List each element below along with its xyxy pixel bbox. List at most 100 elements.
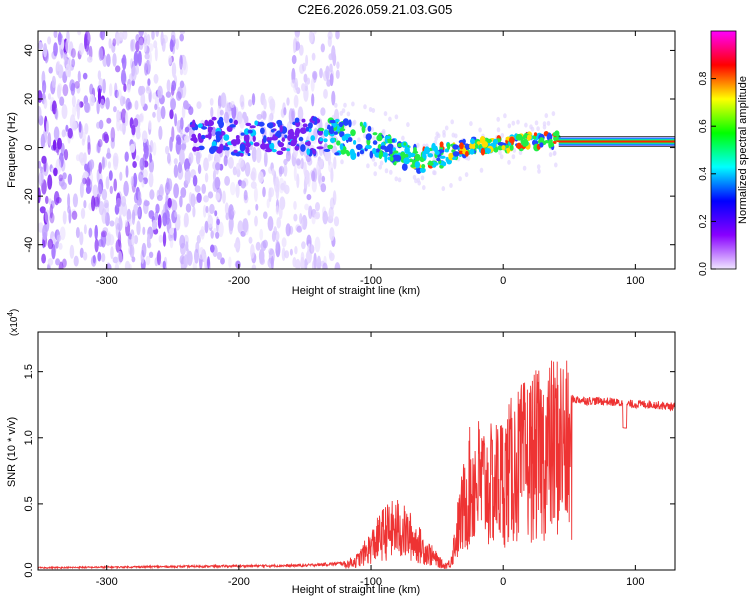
spectrogram-noise-blob [154,45,158,62]
spectrogram-noise-blob [136,220,141,236]
spectrogram-noise-blob [102,54,108,67]
spectrogram-signal-blob [367,125,372,132]
spectrogram-noise-blob [179,31,186,35]
y-tick-label: -20 [23,188,35,204]
spectrogram-noise-blob [48,66,53,74]
spectrogram-noise-blob [258,248,265,264]
spectrogram-noise-blob [129,143,136,153]
spectrogram-noise-blob [329,63,333,73]
spectrogram-noise-blob [62,210,67,225]
spectrogram-noise-blob [322,262,328,269]
spectrogram-noise-blob [188,152,194,164]
spectrogram-noise-blob [147,78,151,87]
spectrogram-noise-blob [328,250,333,259]
spectrogram-noise-blob [185,241,189,252]
spectrogram-noise-blob [118,214,122,228]
spectrogram-noise-blob [78,121,82,133]
spectrogram-faint-blob [478,127,482,133]
spectrogram-noise-blob [113,178,117,192]
spectrogram-noise-blob [267,216,274,232]
spectrogram-signal-blob [200,134,206,140]
spectrogram-noise-blob [289,248,293,256]
spectrogram-noise-blob [232,166,237,176]
spectrogram-noise-blob [314,236,321,253]
spectrogram-signal-blob [211,145,218,151]
spectrogram-signal-blob [338,121,344,128]
spectrogram-noise-blob [133,235,139,245]
spectrogram-noise-blob [140,249,145,264]
spectrogram-noise-blob [157,214,162,229]
spectrogram-noise-blob [56,60,61,72]
spectrogram-faint-blob [546,120,551,126]
spectrogram-faint-blob [518,150,523,156]
spectrogram-noise-blob [144,63,149,76]
spectrogram-signal-blob [393,150,399,154]
x-tick-label: -300 [96,576,118,588]
spectrogram-noise-blob [108,38,112,49]
spectrogram-noise-blob [235,260,241,269]
spectrogram-noise-blob [155,31,159,38]
spectrogram-noise-blob [311,52,316,61]
spectrogram-noise-blob [87,56,93,63]
spectrogram-signal-blob [369,150,374,159]
spectrogram-signal-blob [239,152,244,157]
spectrogram-noise-blob [300,251,305,263]
spectrogram-noise-blob [53,42,58,57]
spectrogram-signal-blob [452,151,460,157]
spectrogram-noise-blob [123,180,129,197]
spectrogram-signal-blob [260,143,267,150]
spectrogram-faint-blob [433,170,437,176]
spectrogram-noise-blob [184,126,190,133]
spectrogram-signal-blob [459,142,464,150]
spectrogram-noise-blob [215,192,221,201]
spectrogram-noise-blob [88,227,93,238]
spectrogram-noise-blob [251,93,256,106]
spectrogram-faint-blob [389,169,393,175]
spectrogram-noise-blob [141,179,145,188]
spectrogram-noise-blob [167,178,173,192]
spectrogram-noise-blob [162,231,167,247]
spectrogram-noise-blob [328,206,334,220]
spectrogram-noise-blob [332,190,337,206]
spectrogram-noise-blob [184,135,190,143]
spectrogram-signal-blob [509,136,515,144]
spectrogram-noise-blob [184,168,191,185]
spectrogram-noise-blob [38,171,44,187]
spectrogram-noise-blob [271,168,275,176]
spectrogram-noise-blob [230,100,235,109]
spectrogram-signal-blob [394,154,402,162]
spectrogram-noise-blob [138,171,144,183]
spectrogram-noise-blob [308,31,314,44]
spectrogram-signal-blob [323,138,328,143]
spectrogram-noise-blob [47,174,53,190]
spectrogram-noise-blob [183,212,189,228]
spectrogram-signal-blob [252,135,256,142]
spectrogram-noise-blob [179,195,183,208]
spectrogram-noise-blob [174,113,178,127]
spectrogram-noise-blob [109,83,113,97]
spectrogram-noise-blob [121,195,127,207]
spectrogram-noise-blob [57,31,62,46]
spectrogram-signal-blob [268,139,272,145]
spectrogram-noise-blob [175,139,182,155]
spectrogram-noise-blob [305,174,310,185]
spectrogram-signal-blob [365,144,372,150]
spectrogram-noise-blob [228,219,234,235]
spectrogram-noise-blob [71,58,76,68]
spectrogram-noise-blob [55,107,59,121]
spectrogram-noise-blob [165,91,172,98]
spectrogram-signal-blob [207,126,213,131]
spectrogram-noise-blob [210,244,215,253]
spectrogram-faint-blob [383,111,388,117]
spectrogram-noise-blob [237,220,244,234]
spectrogram-noise-blob [326,79,331,87]
spectrogram-noise-blob [86,177,91,188]
spectrogram-noise-blob [278,166,283,177]
spectrogram-signal-blob [433,162,439,166]
spectrogram-signal-blob [284,134,288,139]
spectrogram-signal-blob [458,150,464,155]
spectrogram-noise-blob [169,237,174,249]
spectrogram-noise-blob [166,79,171,92]
y-tick-label: 20 [23,93,35,105]
spectrogram-noise-blob [65,124,69,132]
